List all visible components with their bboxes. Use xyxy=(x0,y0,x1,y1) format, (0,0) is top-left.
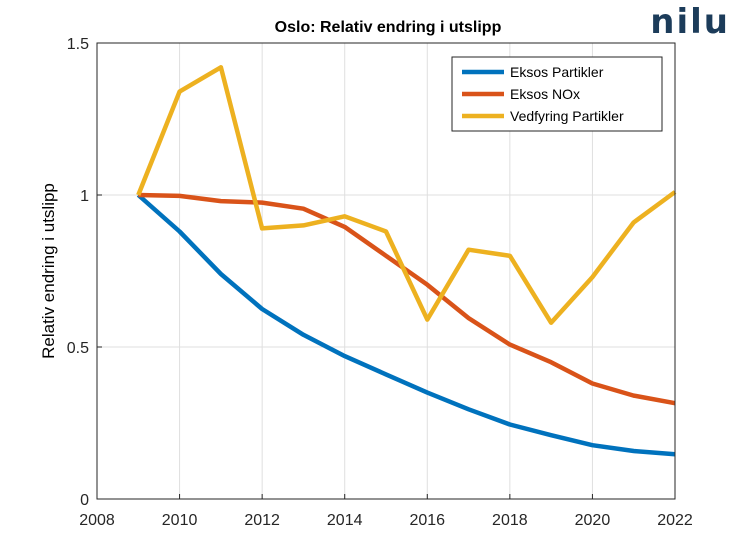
nilu-logo: nilu xyxy=(650,2,730,42)
series-line-2 xyxy=(136,65,677,325)
x-tick-label: 2016 xyxy=(409,512,445,529)
x-tick-label: 2014 xyxy=(327,512,363,529)
axes-box xyxy=(96,42,676,500)
series-line-1 xyxy=(138,192,676,406)
series-group xyxy=(136,65,677,457)
x-tick-label: 2018 xyxy=(492,512,528,529)
legend-label: Eksos Partikler xyxy=(510,64,604,80)
x-tick-label: 2022 xyxy=(657,512,693,529)
x-tick-label: 2008 xyxy=(79,512,115,529)
y-tick-label: 1 xyxy=(80,188,89,205)
legend-label: Eksos NOx xyxy=(510,86,580,102)
y-axis-label: Relativ endring i utslipp xyxy=(39,183,58,359)
y-tick-label: 0 xyxy=(80,492,89,509)
x-tick-label: 2020 xyxy=(575,512,611,529)
x-tick-label: 2010 xyxy=(162,512,198,529)
x-tick-labels: 2008 2010 2012 2014 2016 2018 2020 2022 xyxy=(79,512,693,529)
x-tick-label: 2012 xyxy=(244,512,280,529)
y-tick-label: 0.5 xyxy=(67,340,89,357)
series-line-0 xyxy=(136,193,676,457)
y-tick-label: 1.5 xyxy=(67,36,89,53)
legend-label: Vedfyring Partikler xyxy=(510,108,624,124)
chart-title: Oslo: Relativ endring i utslipp xyxy=(275,19,502,36)
y-tick-labels: 0 0.5 1 1.5 xyxy=(67,36,89,509)
legend: Eksos Partikler Eksos NOx Vedfyring Partik… xyxy=(451,56,663,132)
